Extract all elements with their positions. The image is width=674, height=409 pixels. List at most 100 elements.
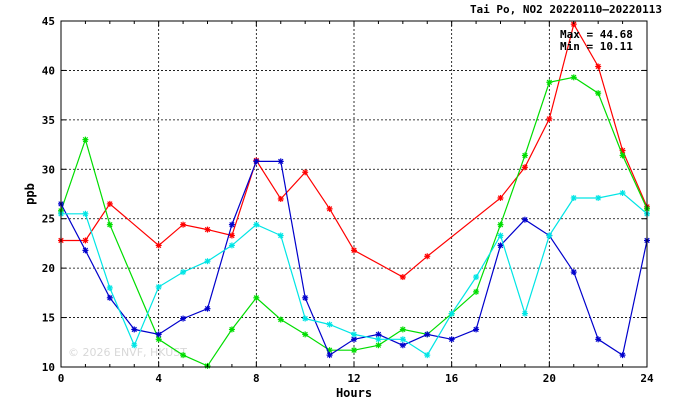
data-point [326,205,333,212]
data-point [375,336,382,343]
data-point [473,288,480,295]
data-point [82,136,89,143]
y-tick-label: 30 [42,163,55,176]
min-annotation: Min = 10.11 [560,40,633,53]
x-tick-label: 16 [445,372,459,385]
x-tick-label: 4 [155,372,162,385]
data-point [228,221,235,228]
data-point [180,315,187,322]
data-point [497,194,504,201]
data-point [570,269,577,276]
data-point [253,221,260,228]
data-point [351,347,357,354]
data-point [375,342,382,349]
data-point [619,190,626,197]
data-point [424,253,431,260]
data-point [521,310,528,317]
max-annotation: Max = 44.68 [560,28,633,41]
data-point [570,194,577,201]
data-point [204,226,211,233]
data-point [106,294,113,301]
data-point [619,352,626,359]
data-point [595,194,602,201]
y-tick-label: 35 [42,114,55,127]
x-tick-label: 12 [347,372,360,385]
data-point [302,294,309,301]
x-tick-label: 0 [58,372,65,385]
series-3 [58,190,650,359]
data-point [106,284,113,291]
data-point [82,210,89,217]
data-point [155,242,162,249]
y-tick-label: 40 [42,64,55,77]
x-tick-label: 20 [543,372,556,385]
y-tick-label: 25 [42,213,55,226]
data-point [619,152,626,159]
x-axis-title: Hours [336,386,372,400]
y-tick-label: 20 [42,262,55,275]
data-point [399,326,406,333]
data-point [302,331,309,338]
data-point [497,232,504,239]
data-point [180,269,187,276]
data-point [448,336,455,343]
data-point [399,336,406,343]
data-point [228,326,235,333]
data-point [302,315,309,322]
data-point [106,221,113,228]
data-point [424,331,431,338]
x-tick-label: 24 [640,372,654,385]
data-point [595,90,602,97]
data-point [131,326,138,333]
data-point [204,258,211,265]
x-tick-label: 8 [253,372,260,385]
data-point [497,221,504,228]
data-point [546,115,553,122]
data-point [131,342,138,349]
data-point [180,352,187,359]
data-point [253,158,260,165]
data-point [204,305,211,312]
data-point [180,221,187,228]
data-point [473,274,480,281]
data-point [448,310,455,317]
data-point [155,283,162,290]
data-point [570,74,577,81]
data-point [521,164,528,171]
data-point [277,232,284,239]
y-axis-title: ppb [23,183,37,205]
data-point [595,336,602,343]
data-point [521,152,528,159]
data-point [228,232,235,239]
data-point [82,247,89,254]
data-point [302,169,309,176]
y-tick-label: 15 [42,312,55,325]
data-point [399,342,406,349]
data-point [277,195,284,202]
data-point [351,247,357,254]
data-point [253,294,260,301]
data-point [277,316,284,323]
y-tick-label: 10 [42,361,55,374]
data-point [277,158,284,165]
chart-title: Tai Po, NO2 20220110—20220113 [470,3,662,16]
data-point [399,274,406,281]
data-point [546,79,553,86]
data-point [595,63,602,70]
data-point [473,326,480,333]
data-point [228,242,235,249]
y-tick-label: 45 [42,15,55,28]
data-point [521,216,528,223]
data-point [326,321,333,328]
data-point [497,242,504,249]
watermark: © 2026 ENVF, HKUST [68,346,187,359]
data-point [326,352,333,359]
data-point [155,331,162,338]
data-point [82,237,89,244]
data-point [106,200,113,207]
ticks: 0 4 8 12 16 20 24 10 15 20 25 30 35 40 45 [42,15,654,385]
data-point [424,352,431,359]
series-layer [58,21,650,369]
data-point [351,331,357,338]
data-point [546,232,553,239]
